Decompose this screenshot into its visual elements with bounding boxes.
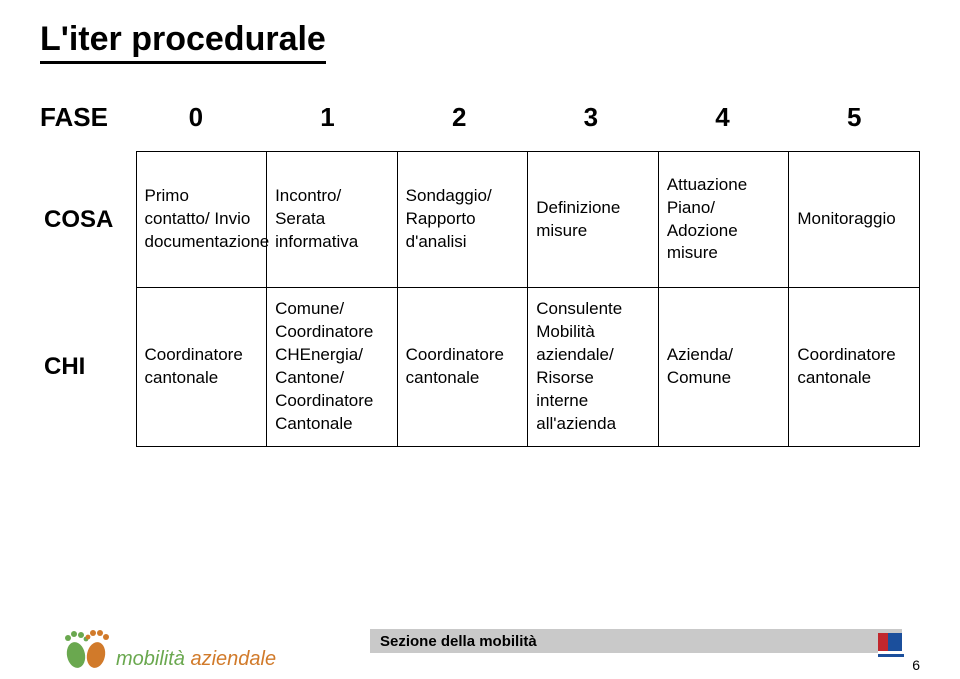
procedure-table: COSA Primo contatto/ Invio documentazion…: [40, 151, 920, 447]
cell-cosa-0: Primo contatto/ Invio documentazione: [136, 152, 267, 288]
cell-cosa-2: Sondaggio/ Rapporto d'analisi: [397, 152, 528, 288]
fase-num-0: 0: [130, 102, 262, 133]
footer-section-bar: Sezione della mobilità: [370, 629, 902, 653]
fase-num-2: 2: [393, 102, 525, 133]
cell-cosa-1: Incontro/ Serata informativa: [267, 152, 398, 288]
fase-header-row: FASE 0 1 2 3 4 5: [40, 102, 920, 133]
ti-logo-icon: [878, 633, 904, 657]
table-row-chi: CHI Coordinatore cantonale Comune/ Coord…: [40, 288, 920, 447]
brand-logo: mobilità aziendale: [62, 625, 276, 671]
fase-numbers: 0 1 2 3 4 5: [130, 102, 920, 133]
brand-text: mobilità aziendale: [116, 648, 276, 671]
row-label-chi: CHI: [40, 288, 136, 447]
cell-chi-3: Consulente Mobilità aziendale/ Risorse i…: [528, 288, 659, 447]
footer-section-label: Sezione della mobilità: [380, 633, 537, 650]
brand-word-2: aziendale: [185, 648, 276, 670]
slide-footer: mobilità aziendale Sezione della mobilit…: [0, 615, 960, 679]
fase-num-4: 4: [657, 102, 789, 133]
cell-cosa-5: Monitoraggio: [789, 152, 920, 288]
page-number: 6: [912, 657, 920, 673]
cell-chi-2: Coordinatore cantonale: [397, 288, 528, 447]
cell-cosa-4: Attuazione Piano/ Adozione misure: [658, 152, 789, 288]
footprint-icon: [62, 625, 110, 671]
fase-label: FASE: [40, 102, 130, 133]
title-underline: L'iter procedurale: [40, 20, 326, 64]
cell-chi-5: Coordinatore cantonale: [789, 288, 920, 447]
fase-num-3: 3: [525, 102, 657, 133]
cell-chi-0: Coordinatore cantonale: [136, 288, 267, 447]
brand-word-1: mobilità: [116, 648, 185, 670]
row-label-cosa: COSA: [40, 152, 136, 288]
cell-cosa-3: Definizione misure: [528, 152, 659, 288]
cell-chi-1: Comune/ Coordinatore CHEnergia/ Cantone/…: [267, 288, 398, 447]
cell-chi-4: Azienda/ Comune: [658, 288, 789, 447]
fase-num-5: 5: [788, 102, 920, 133]
slide-container: L'iter procedurale FASE 0 1 2 3 4 5 COSA…: [0, 0, 960, 679]
table-row-cosa: COSA Primo contatto/ Invio documentazion…: [40, 152, 920, 288]
slide-title: L'iter procedurale: [40, 20, 326, 59]
fase-num-1: 1: [262, 102, 394, 133]
